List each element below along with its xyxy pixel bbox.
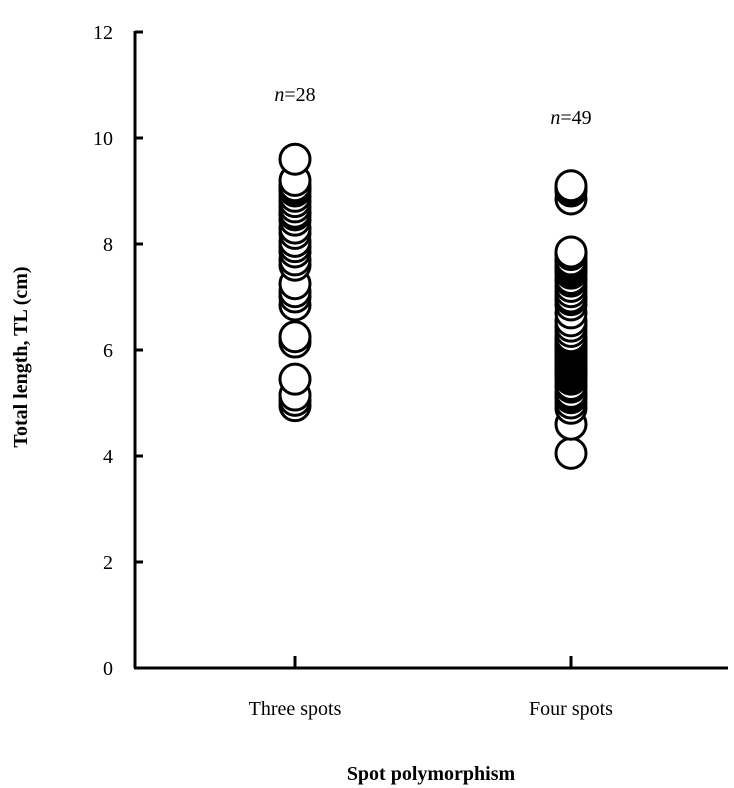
y-axis: 0 2 4 6 8 10 12 (93, 22, 143, 680)
data-point (278, 362, 312, 396)
y-tick-label: 4 (103, 446, 113, 468)
x-tick-label: Three spots (249, 698, 342, 720)
y-tick-label: 0 (103, 658, 113, 680)
y-tick-label: 10 (93, 128, 113, 150)
sample-size-labels: n=28 n=49 (274, 84, 591, 129)
sample-size-label: n=49 (550, 107, 591, 129)
x-tick-label: Four spots (529, 698, 613, 720)
data-point (554, 235, 588, 269)
data-point (554, 436, 588, 470)
x-axis: Three spots Four spots (134, 656, 728, 720)
data-points (278, 142, 588, 470)
data-point (554, 169, 588, 203)
y-axis-title: Total length, TL (cm) (10, 266, 32, 447)
y-tick-label: 8 (103, 234, 113, 256)
y-tick-label: 2 (103, 552, 113, 574)
data-point (278, 320, 312, 354)
sample-size-label: n=28 (274, 84, 315, 106)
y-tick-label: 12 (93, 22, 113, 44)
x-axis-title: Spot polymorphism (347, 763, 516, 785)
data-point (278, 142, 312, 176)
y-tick-label: 6 (103, 340, 113, 362)
